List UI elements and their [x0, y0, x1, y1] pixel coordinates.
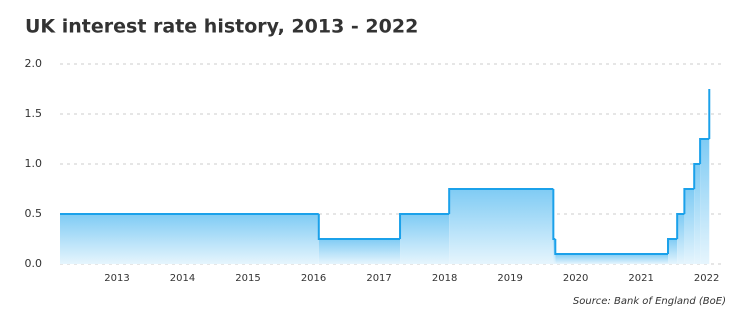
x-tick-label: 2014: [170, 273, 195, 284]
step-line: [317, 214, 401, 240]
y-tick-label: 1.0: [25, 157, 43, 170]
y-tick-label: 0.0: [25, 257, 43, 270]
step-line: [552, 189, 556, 240]
area-segment: [60, 214, 319, 264]
step-line: [683, 188, 695, 214]
y-tick-label: 2.0: [25, 57, 43, 70]
area-segment: [449, 189, 554, 264]
step-line: [699, 138, 710, 164]
step-line: [676, 213, 685, 239]
x-tick-label: 2019: [497, 273, 522, 284]
x-tick-label: 2020: [563, 273, 588, 284]
x-tick-label: 2021: [628, 273, 653, 284]
step-line: [693, 163, 701, 189]
x-tick-label: 2017: [366, 273, 391, 284]
x-tick-label: 2016: [301, 273, 326, 284]
source: Source: Bank of England (BoE): [573, 296, 726, 307]
step-line: [399, 213, 450, 239]
step-line: [554, 239, 668, 255]
y-tick-label: 1.5: [25, 107, 43, 120]
chart-title: UK interest rate history, 2013 - 2022: [25, 16, 418, 38]
area-segment: [400, 214, 450, 264]
area-segment: [318, 239, 401, 264]
step-line: [448, 188, 554, 214]
step-line: [667, 238, 678, 254]
area-segment: [555, 254, 668, 264]
x-tick-label: 2015: [235, 273, 260, 284]
area-segment: [684, 189, 695, 264]
x-tick-label: 2013: [104, 273, 129, 284]
x-tick-label: 2022: [694, 273, 719, 284]
area-segment: [694, 164, 701, 264]
area-segment: [700, 139, 710, 264]
area-segment: [677, 214, 685, 264]
x-tick-label: 2018: [432, 273, 457, 284]
area-segment: [668, 239, 678, 264]
y-tick-label: 0.5: [25, 207, 43, 220]
